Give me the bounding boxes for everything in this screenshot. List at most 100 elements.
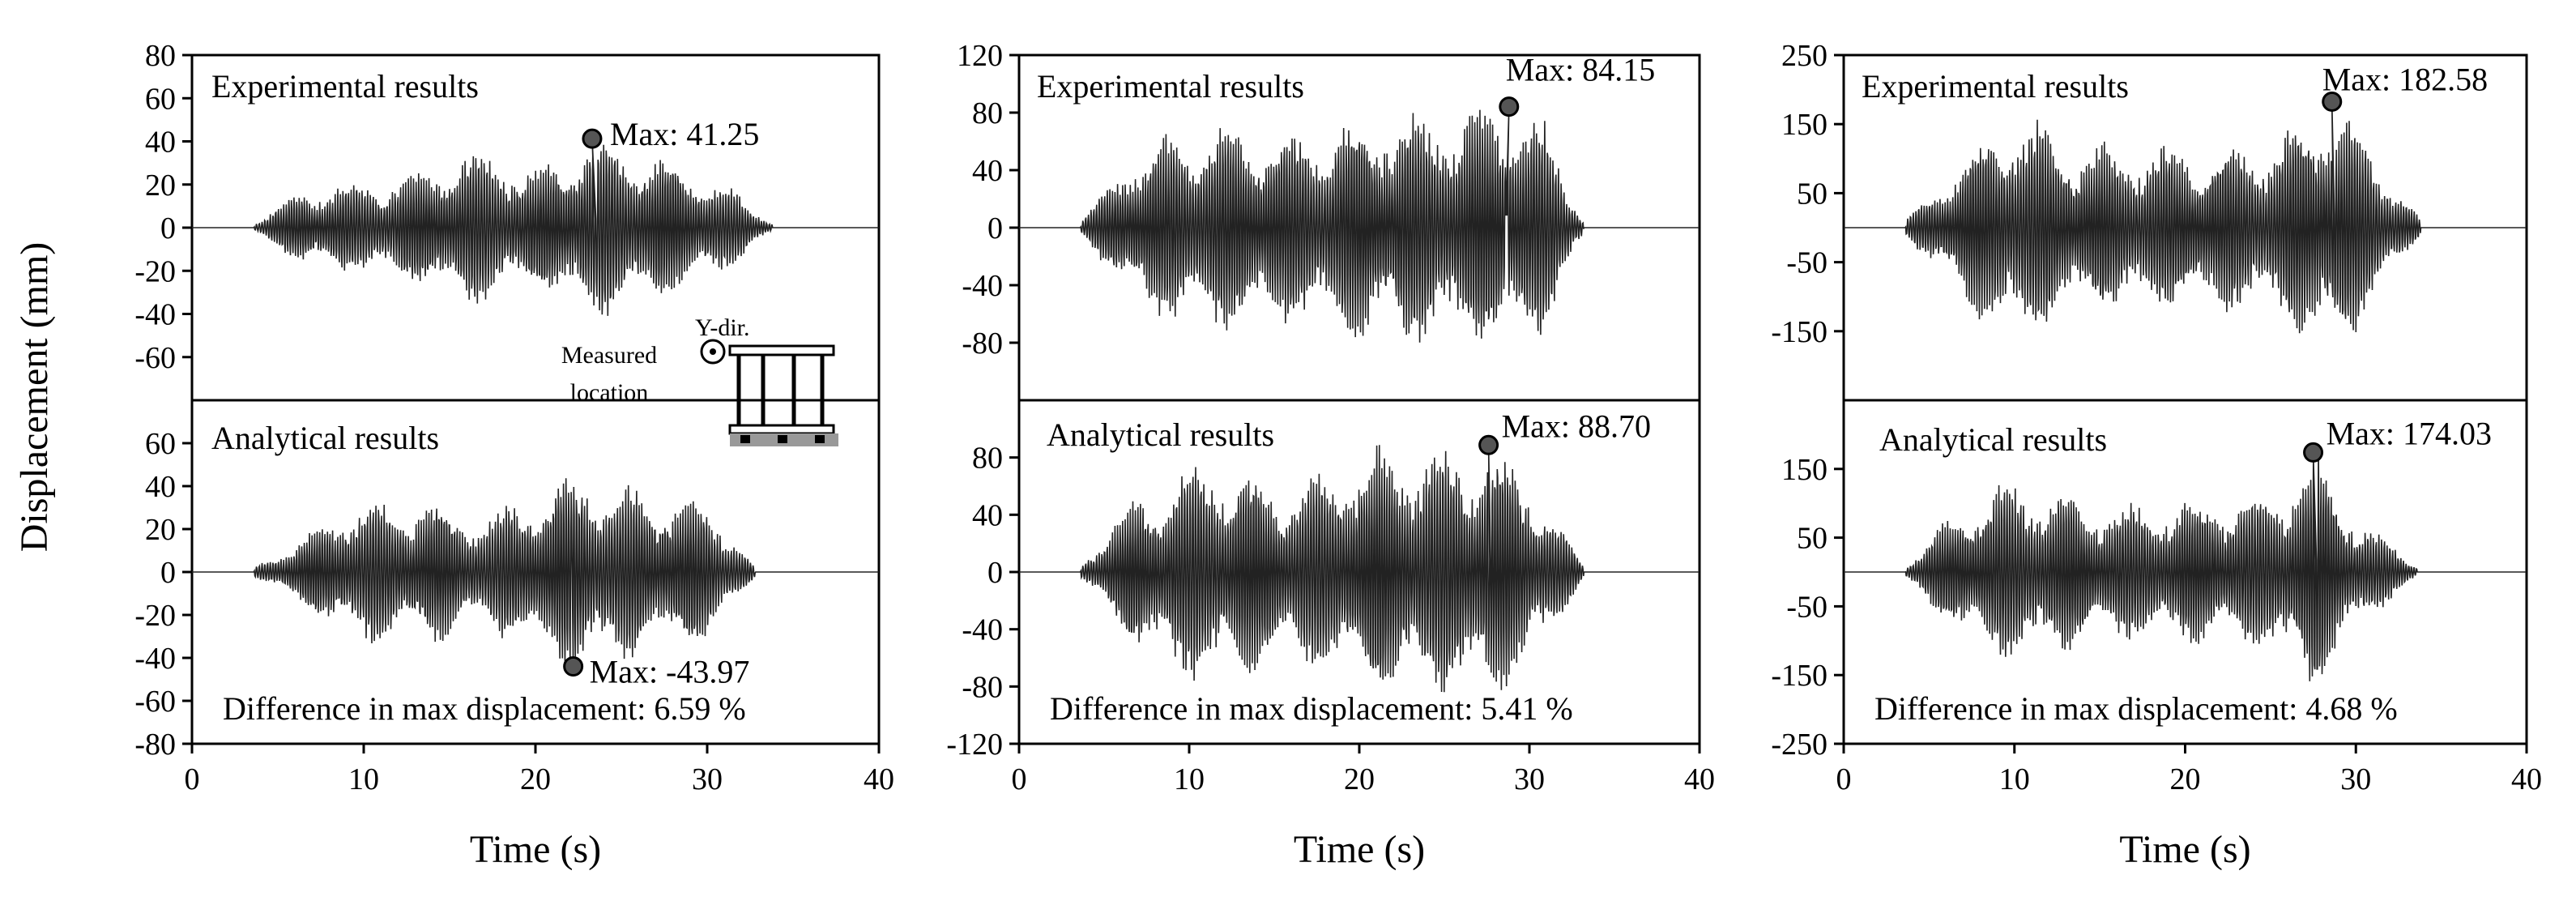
max-point-marker <box>563 656 584 677</box>
panel-experimental-1: -60 -40 -20 0 20 40 60 80 Max: 41.25 Experimental… <box>134 39 881 402</box>
y-tick-label: 60 <box>145 427 176 461</box>
y-tick-label: -40 <box>134 298 176 332</box>
max-point-label: Max: 182.58 <box>2322 61 2488 97</box>
y-tick-label: 60 <box>145 82 176 116</box>
max-point-label: Max: 41.25 <box>610 116 759 152</box>
y-tick-label: 80 <box>145 39 176 73</box>
panel-experimental-2: -80 -40 0 40 80 120 Max: 84.15 Experimental res… <box>957 39 1701 402</box>
difference-text: Difference in max displacement: 4.68 % <box>1874 690 2398 727</box>
y-tick-label: -50 <box>1786 590 1828 624</box>
x-tick-label: 40 <box>2511 762 2542 796</box>
x-tick-label: 0 <box>1836 762 1852 796</box>
y-tick-label: 0 <box>160 211 176 245</box>
y-tick-label: -80 <box>134 728 176 762</box>
y-tick-label: -150 <box>1771 659 1828 693</box>
displacement-series <box>192 478 879 667</box>
y-tick-label: 20 <box>145 513 176 547</box>
chart-column-1: -60 -40 -20 0 20 40 60 80 Max: 41.25 Experimental… <box>134 39 894 871</box>
panel-title: Experimental results <box>211 68 479 105</box>
y-tick-label: -20 <box>134 254 176 288</box>
displacement-series <box>1019 445 1700 693</box>
max-point-marker <box>1478 434 1499 455</box>
displacement-series <box>1844 101 2527 334</box>
building-frame-icon <box>728 344 838 446</box>
x-axis-label: Time (s) <box>2119 828 2250 871</box>
y-tick-label: 0 <box>160 556 176 590</box>
y-tick-label: 20 <box>145 169 176 203</box>
x-tick-label: 40 <box>864 762 894 796</box>
y-tick-label: 120 <box>957 39 1003 73</box>
y-tick-label: 0 <box>987 556 1003 590</box>
x-tick-label: 30 <box>1514 762 1545 796</box>
y-tick-label: 50 <box>1797 522 1828 556</box>
x-tick-label: 10 <box>1999 762 2030 796</box>
x-tick-label: 40 <box>1684 762 1715 796</box>
x-tick-label: 20 <box>1344 762 1375 796</box>
max-point-marker <box>1499 96 1520 117</box>
panel-experimental-3: -150 -50 50 150 250 Max: 182.58 Experimental r… <box>1771 39 2528 402</box>
x-axis-label: Time (s) <box>470 828 601 871</box>
y-direction-symbol <box>700 339 726 365</box>
y-tick-label: -40 <box>134 642 176 676</box>
measured-location-label-1: Measured <box>561 342 657 369</box>
x-tick-label: 20 <box>520 762 551 796</box>
y-tick-label: 0 <box>987 211 1003 245</box>
panel-title: Experimental results <box>1037 68 1304 105</box>
measured-location-label-2: location <box>570 379 649 406</box>
max-point-marker <box>2322 91 2343 112</box>
difference-text: Difference in max displacement: 6.59 % <box>223 690 746 727</box>
y-tick-label: 250 <box>1781 39 1828 73</box>
displacement-series <box>1844 448 2527 681</box>
y-tick-label: 150 <box>1781 453 1828 487</box>
panel-analytical-3: -250 -150 -50 50 150 Max: 174.03 Analytical re… <box>1771 399 2528 762</box>
x-tick-label: 30 <box>692 762 723 796</box>
panel-title: Experimental results <box>1862 68 2129 105</box>
x-tick-label: 30 <box>2340 762 2371 796</box>
y-tick-label: -40 <box>962 269 1003 303</box>
y-tick-label: -250 <box>1771 728 1828 762</box>
y-tick-label: 80 <box>972 96 1003 130</box>
y-tick-label: -150 <box>1771 315 1828 349</box>
max-point-label: Max: -43.97 <box>590 654 750 690</box>
difference-text: Difference in max displacement: 5.41 % <box>1050 690 1573 727</box>
y-tick-label: 40 <box>972 154 1003 188</box>
x-tick-label: 0 <box>1012 762 1027 796</box>
y-tick-label: 40 <box>145 470 176 504</box>
max-point-marker <box>2303 442 2324 463</box>
y-tick-label: 50 <box>1797 177 1828 211</box>
y-tick-label: 80 <box>972 442 1003 476</box>
panel-title: Analytical results <box>1879 421 2107 458</box>
max-point-label: Max: 88.70 <box>1502 408 1651 444</box>
panel-analytical-1: -80 -60 -40 -20 0 20 40 60 Max: -43.97 Analytical… <box>134 399 881 762</box>
x-tick-label: 20 <box>2170 762 2201 796</box>
y-tick-label: -80 <box>962 670 1003 704</box>
x-tick-label: 10 <box>1174 762 1205 796</box>
x-axis-label: Time (s) <box>1294 828 1425 871</box>
charts-area: -60 -40 -20 0 20 40 60 80 Max: 41.25 Experimental… <box>134 39 2542 871</box>
chart-column-2: -80 -40 0 40 80 120 Max: 84.15 Experimental res… <box>946 39 1715 871</box>
panel-title: Analytical results <box>1047 416 1274 453</box>
panel-analytical-2: -120 -80 -40 0 40 80 Max: 88.70 Analytical resu… <box>946 399 1701 762</box>
x-tick-label: 10 <box>348 762 379 796</box>
y-tick-label: -60 <box>134 341 176 375</box>
building-inset: Y-dir. Measured location <box>561 314 838 446</box>
y-tick-label: 40 <box>972 498 1003 532</box>
displacement-series <box>1019 106 1700 343</box>
max-point-label: Max: 84.15 <box>1506 52 1655 88</box>
chart-column-3: -150 -50 50 150 250 Max: 182.58 Experimental r… <box>1771 39 2542 871</box>
y-tick-label: -60 <box>134 685 176 719</box>
max-point-label: Max: 174.03 <box>2327 415 2492 451</box>
max-point-marker <box>582 128 603 149</box>
displacement-series <box>192 139 879 316</box>
y-tick-label: 150 <box>1781 108 1828 142</box>
y-direction-label: Y-dir. <box>695 314 750 341</box>
y-axis-label: Displacement (mm) <box>13 242 56 553</box>
panel-title: Analytical results <box>211 420 439 456</box>
y-tick-label: -20 <box>134 599 176 633</box>
y-tick-label: -40 <box>962 613 1003 647</box>
y-tick-label: -50 <box>1786 246 1828 280</box>
y-tick-label: 40 <box>145 126 176 160</box>
y-tick-label: -80 <box>962 327 1003 361</box>
y-direction-dot <box>710 348 716 355</box>
